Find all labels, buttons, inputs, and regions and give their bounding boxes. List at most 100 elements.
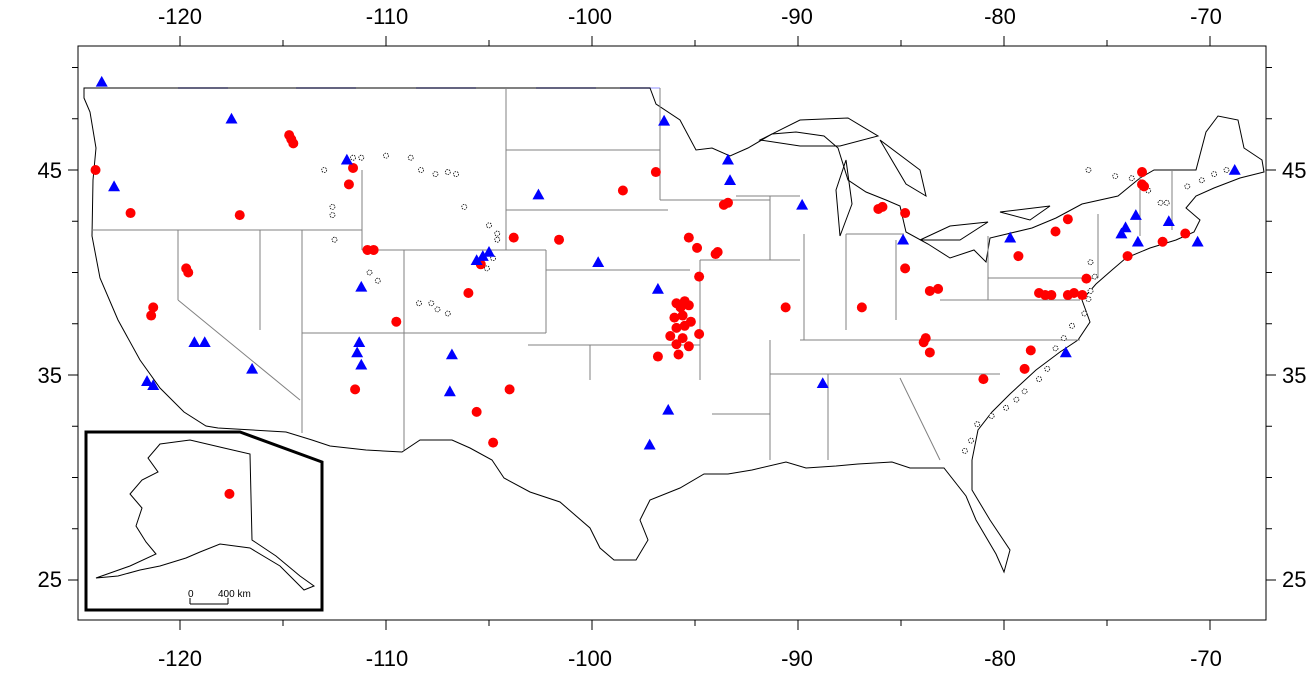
y-tick-label-right: 45 <box>1282 158 1306 183</box>
open-circle-marker <box>1157 199 1164 206</box>
red-circle-marker <box>1025 345 1036 356</box>
x-tick-label-bottom: -100 <box>568 646 612 671</box>
red-circle-marker <box>877 201 888 212</box>
scale-distance-label: 400 km <box>218 589 251 600</box>
x-tick-label-bottom: -80 <box>984 646 1016 671</box>
red-circle-marker <box>1137 167 1148 178</box>
red-circle-marker <box>234 210 245 221</box>
open-circle-marker <box>1163 199 1170 206</box>
x-tick-label-top: -120 <box>158 4 202 29</box>
red-circle-marker <box>679 320 690 331</box>
y-tick-label-right: 25 <box>1282 567 1306 592</box>
map-frame <box>77 45 1267 621</box>
open-circle-marker <box>383 152 389 159</box>
red-circle-marker <box>671 339 682 350</box>
y-tick-label-left: 45 <box>38 158 62 183</box>
open-circle-marker <box>329 212 336 219</box>
open-circle-marker <box>366 269 373 276</box>
blue-triangle-marker <box>470 254 483 265</box>
blue-triangle-marker <box>246 362 259 374</box>
red-circle-marker <box>677 333 688 344</box>
blue-triangle-marker <box>445 348 458 360</box>
red-circle-marker <box>675 302 686 313</box>
us-outline <box>83 87 1265 574</box>
open-circle-marker <box>416 300 422 307</box>
open-circle-marker <box>484 265 490 272</box>
open-circle-marker <box>1091 273 1098 280</box>
open-circle-marker <box>968 437 974 444</box>
open-circle-marker <box>350 154 356 161</box>
open-circle-marker <box>1003 404 1009 411</box>
red-circle-marker <box>683 232 694 243</box>
red-circle-marker <box>224 488 235 499</box>
blue-triangle-marker <box>355 280 368 292</box>
red-circle-marker <box>348 162 359 173</box>
blue-triangle-marker <box>108 180 121 192</box>
blue-triangle-marker <box>1059 346 1072 358</box>
y-tick-label-left: 35 <box>38 363 62 388</box>
red-circle-marker <box>148 302 159 313</box>
open-circle-marker <box>434 306 441 313</box>
blue-triangle-marker <box>1004 231 1017 243</box>
red-circle-marker <box>554 234 565 245</box>
open-circle-marker <box>432 171 439 178</box>
red-circle-marker <box>669 312 680 323</box>
red-circle-marker <box>1062 214 1073 225</box>
open-circle-marker <box>494 236 501 243</box>
blue-triangle-marker <box>658 114 671 126</box>
red-circle-marker <box>350 384 361 395</box>
red-circle-marker <box>183 267 194 278</box>
blue-triangle-marker <box>351 346 364 358</box>
red-circle-marker <box>1157 236 1168 247</box>
red-circle-marker <box>683 341 694 352</box>
red-circle-marker <box>924 347 935 358</box>
open-circle-marker <box>374 277 381 284</box>
blue-triangle-marker <box>643 438 656 450</box>
x-tick-label-top: -100 <box>568 4 612 29</box>
open-circle-marker <box>453 171 459 178</box>
y-tick-label-right: 35 <box>1282 363 1306 388</box>
red-circle-marker <box>125 208 136 219</box>
open-circle-marker <box>461 203 468 210</box>
x-tick-label-bottom: -90 <box>781 646 813 671</box>
red-circle-marker <box>488 437 499 448</box>
red-circle-marker <box>1034 288 1045 298</box>
red-circle-marker <box>718 199 729 210</box>
blue-triangle-marker <box>651 282 664 294</box>
red-circle-marker <box>665 331 676 342</box>
red-circle-marker <box>1077 290 1088 301</box>
x-tick-label-bottom: -110 <box>366 646 408 671</box>
open-circle-marker <box>1112 173 1119 180</box>
red-circle-marker <box>900 208 911 219</box>
open-circle-marker <box>974 421 981 428</box>
red-circle-marker <box>617 185 628 196</box>
red-circle-marker <box>692 242 703 253</box>
red-circle-marker <box>673 349 684 360</box>
open-circle-marker <box>486 222 492 229</box>
scale-zero-label: 0 <box>188 589 194 600</box>
open-circle-marker <box>1087 288 1094 294</box>
red-circle-marker <box>652 351 663 362</box>
blue-triangle-marker <box>592 256 605 268</box>
open-circle-marker <box>428 300 435 307</box>
red-circle-marker <box>1180 228 1191 239</box>
red-circle-marker <box>391 316 402 327</box>
blue-triangle-marker <box>897 233 910 245</box>
open-circle-marker <box>1198 177 1205 184</box>
blue-triangle-marker <box>147 379 160 391</box>
blue-triangle-marker <box>476 250 489 261</box>
red-circle-marker <box>1050 226 1061 237</box>
blue-triangle-marker <box>1191 235 1204 247</box>
red-circle-marker <box>146 310 157 321</box>
blue-triangle-marker <box>1115 227 1128 239</box>
blue-triangle-marker <box>198 336 211 347</box>
open-circle-marker <box>1052 345 1059 352</box>
blue-triangle-marker <box>225 112 238 124</box>
blue-triangle-marker <box>721 153 734 165</box>
open-circle-marker <box>1211 171 1218 178</box>
red-circle-marker <box>343 179 354 190</box>
red-circle-marker <box>368 244 379 255</box>
blue-triangle-marker <box>532 188 545 200</box>
red-circle-marker <box>677 310 688 321</box>
open-circle-marker <box>1044 365 1051 372</box>
